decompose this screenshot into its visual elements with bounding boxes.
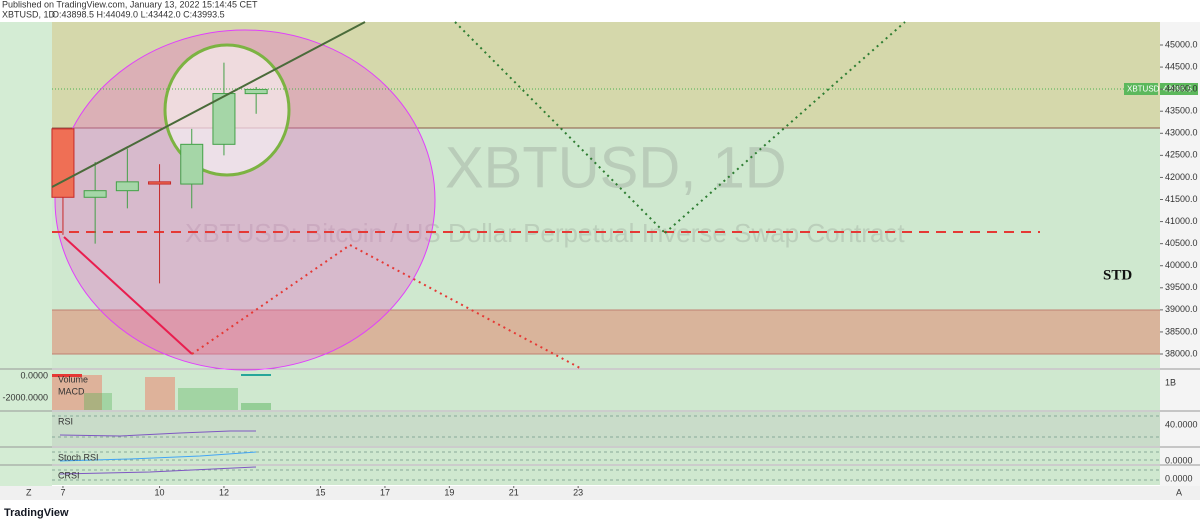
indicator-name: MACD <box>58 386 85 396</box>
lower-zone <box>52 310 1160 354</box>
y-tick-label: 42500.0 <box>1165 150 1198 160</box>
stoch-line <box>59 451 257 462</box>
dotted-line <box>349 244 581 369</box>
y-tick-label: 45000.0 <box>1165 39 1198 49</box>
x-tick-label: 7 <box>60 487 65 497</box>
indicator-name: RSI <box>58 416 73 426</box>
left-strip <box>0 22 52 486</box>
button[interactable]: Z <box>26 487 32 497</box>
dotted-line <box>454 21 666 234</box>
candle-body <box>180 143 204 185</box>
volume-bar <box>145 377 175 410</box>
candle-body <box>51 128 75 198</box>
y-tick-label: 41500.0 <box>1165 194 1198 204</box>
x-tick-label: 21 <box>509 487 519 497</box>
y-tick-label: 43000.0 <box>1165 128 1198 138</box>
time-axis <box>0 486 1200 500</box>
candles <box>51 62 268 284</box>
pane-labels: Volume MACD 0.0000 -2000.0000 1B RSI 40.0000 St… <box>2 370 1197 483</box>
y-tick-label: 40500.0 <box>1165 238 1198 248</box>
pane-axis-label: 40.0000 <box>1165 419 1198 429</box>
y-tick-label: 41000.0 <box>1165 216 1198 226</box>
macd-hist <box>52 374 82 377</box>
volume-bar <box>84 393 112 410</box>
indicator-name: Volume <box>58 374 88 384</box>
volume-bar <box>178 388 238 410</box>
y-tick-label: 39000.0 <box>1165 304 1198 314</box>
footer <box>0 500 1200 523</box>
y-tick-label: 39500.0 <box>1165 282 1198 292</box>
dotted-line <box>191 244 351 355</box>
candle-body <box>244 88 268 95</box>
x-tick-label: 23 <box>573 487 583 497</box>
y-tick-label: 44500.0 <box>1165 61 1198 71</box>
branding: TradingView <box>4 507 69 519</box>
y-tick-label: 38500.0 <box>1165 326 1198 336</box>
pane-axis-label: 0.0000 <box>20 370 48 380</box>
watermark: XBTUSD, 1D <box>445 135 787 200</box>
macd-pane <box>52 370 1160 410</box>
rsi-pane <box>52 412 1160 446</box>
price-tag-box <box>1160 83 1198 95</box>
price-tag-box <box>1124 83 1158 95</box>
trend-line <box>51 21 366 188</box>
x-tick-label: 10 <box>155 487 165 497</box>
symbol-header: XBTUSD, 1D <box>2 9 56 19</box>
pane-axis-label: -2000.0000 <box>2 392 48 402</box>
price-tag-value: 43993.5 <box>1163 85 1192 94</box>
candle-body <box>115 181 139 192</box>
stoch-pane <box>52 448 1160 464</box>
pane-axis-label: 0.0000 <box>1165 455 1193 465</box>
crsi-line <box>59 466 257 475</box>
indicator-name: Stoch RSI <box>58 452 99 462</box>
button[interactable]: A <box>1176 487 1182 497</box>
candle-body <box>212 93 236 145</box>
volume-bar <box>52 375 102 410</box>
x-tick-label: 12 <box>219 487 229 497</box>
rsi-line <box>59 430 256 437</box>
volume-bar <box>241 403 271 410</box>
ohlc-header: O:43898.5 H:44049.0 L:43442.0 C:43993.5 <box>52 9 225 19</box>
x-tick-label: 19 <box>444 487 454 497</box>
y-tick-label: 38000.0 <box>1165 348 1198 358</box>
price-axis <box>1160 22 1200 486</box>
y-tick-label: 44000.0 <box>1165 84 1198 94</box>
annotation: STD <box>1103 267 1132 283</box>
ellipse-drawing <box>54 29 436 371</box>
x-tick-label: 15 <box>316 487 326 497</box>
indicator-name: CRSI <box>58 470 80 480</box>
y-tick-label: 43500.0 <box>1165 106 1198 116</box>
y-tick-label: 40000.0 <box>1165 260 1198 270</box>
x-tick-label: 17 <box>380 487 390 497</box>
y-tick-label: 42000.0 <box>1165 172 1198 182</box>
pane-axis-label: 0.0000 <box>1165 473 1193 483</box>
candle-body <box>148 181 172 185</box>
published-line: Published on TradingView.com, January 13… <box>2 0 258 9</box>
candle-body <box>83 190 107 198</box>
pane-axis-label: 1B <box>1165 377 1176 387</box>
price-tag-symbol: XBTUSD <box>1127 85 1160 94</box>
trend-line <box>63 236 193 355</box>
